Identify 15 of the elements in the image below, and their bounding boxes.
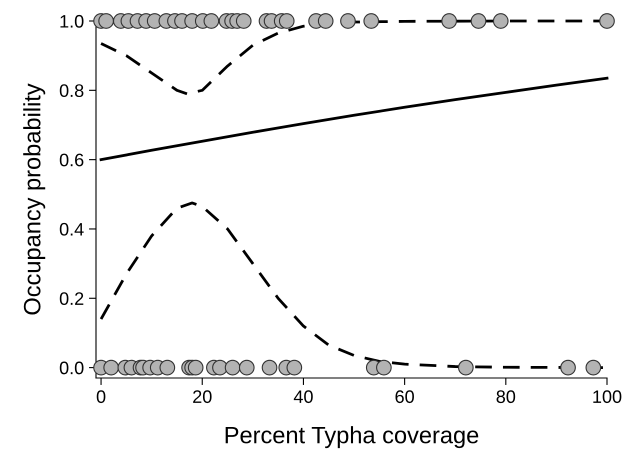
x-tick-label: 60 <box>396 390 414 404</box>
y-tick-label: 0.6 <box>60 154 84 166</box>
line-series <box>100 76 608 162</box>
y-tick-label: 0.2 <box>60 292 84 305</box>
y-tick-label: 0.4 <box>60 222 84 236</box>
x-tick-label: 80 <box>496 390 516 404</box>
y-tick-label: 0.0 <box>60 362 84 374</box>
x-tick-label: 100 <box>593 390 622 404</box>
x-tick-label: 20 <box>193 390 212 404</box>
y-tick-label: 1.0 <box>60 14 84 28</box>
x-axis-title: Percent Typha coverage <box>226 426 478 448</box>
y-tick-label: 0.8 <box>60 84 84 98</box>
x-tick-label: 0 <box>96 390 106 404</box>
x-tick-label: 40 <box>294 390 313 404</box>
y-axis-title: Occupancy probability <box>23 83 46 315</box>
